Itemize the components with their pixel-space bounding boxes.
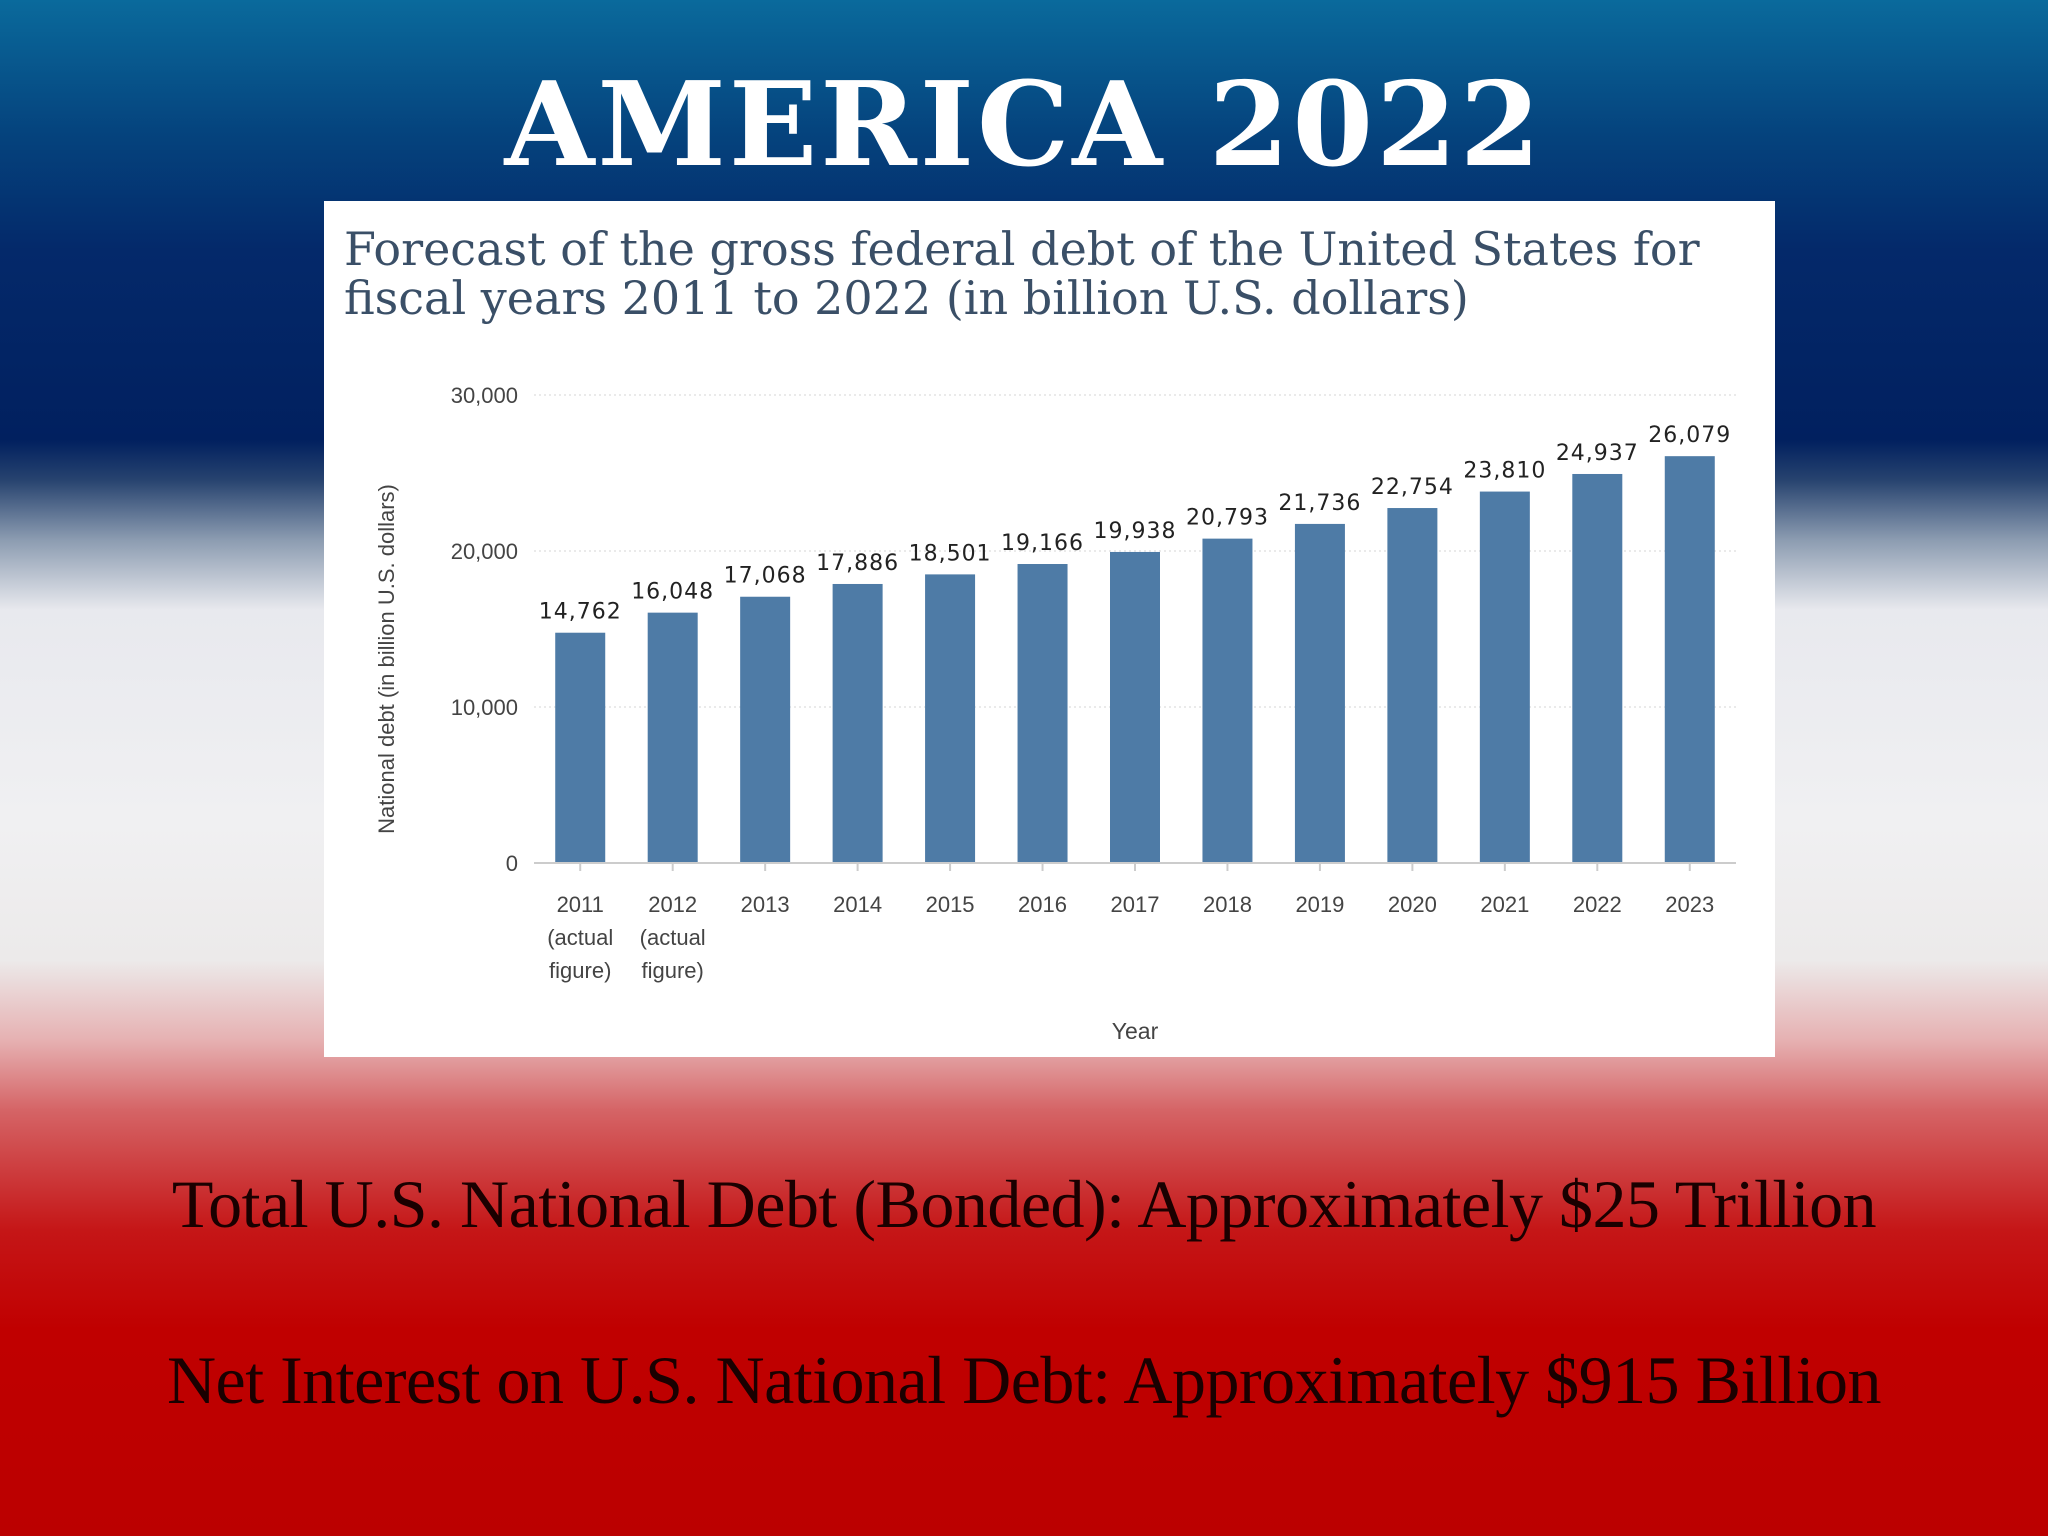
- value-label: 16,048: [631, 580, 714, 605]
- net-interest-summary: Net Interest on U.S. National Debt: Appr…: [166, 1342, 1882, 1418]
- chart-panel: Forecast of the gross federal debt of th…: [324, 201, 1775, 1057]
- bar-2017: [1110, 551, 1160, 863]
- bar-2022: [1572, 473, 1623, 863]
- value-label: 17,886: [816, 551, 899, 576]
- value-label: 24,937: [1556, 441, 1639, 466]
- x-tick-label: 2012 (actual figure): [640, 892, 706, 983]
- bar-2015: [925, 574, 976, 863]
- total-debt-summary: Total U.S. National Debt (Bonded): Appro…: [171, 1166, 1877, 1242]
- bar-2012: [647, 612, 698, 863]
- value-label: 22,754: [1371, 475, 1454, 500]
- x-tick-label: 2016: [1018, 892, 1067, 917]
- value-label: 17,068: [724, 564, 807, 589]
- value-label: 18,501: [909, 541, 992, 566]
- y-tick-label: 20,000: [451, 539, 518, 564]
- bar-2023: [1664, 456, 1715, 863]
- chart-title: Forecast of the gross federal debt of th…: [344, 222, 1700, 325]
- x-tick-label: 2020: [1388, 892, 1437, 917]
- x-axis-title: Year: [1112, 1018, 1159, 1044]
- x-tick-label: 2019: [1295, 892, 1344, 917]
- y-tick-label: 0: [506, 851, 518, 876]
- bar-2014: [832, 583, 883, 863]
- y-tick-label: 30,000: [451, 383, 518, 408]
- value-label: 20,793: [1186, 506, 1269, 531]
- page-title: AMERICA 2022: [504, 57, 1544, 193]
- bar-2019: [1294, 523, 1345, 863]
- bars: [555, 456, 1715, 863]
- x-tick-label: 2013: [741, 892, 790, 917]
- value-label: 14,762: [539, 600, 622, 625]
- x-tick-label: 2017: [1111, 892, 1160, 917]
- x-tick-label: 2022: [1573, 892, 1622, 917]
- x-tick-label: 2021: [1480, 892, 1529, 917]
- x-tick-label: 2014: [833, 892, 882, 917]
- value-label: 19,166: [1001, 531, 1084, 556]
- y-axis-title: National debt (in billion U.S. dollars): [374, 484, 399, 834]
- bar-2016: [1017, 564, 1068, 863]
- value-label: 26,079: [1648, 423, 1731, 448]
- y-axis-ticks: 0 10,000 20,000 30,000: [451, 383, 518, 876]
- bar-2021: [1479, 491, 1530, 863]
- x-tick-label: 2011 (actual figure): [547, 892, 613, 983]
- x-tick-label: 2015: [926, 892, 975, 917]
- value-label: 21,736: [1278, 491, 1361, 516]
- value-labels: 14,762 16,048 17,068 17,886 18,501 19,166 19,9…: [539, 423, 1731, 625]
- bar-2020: [1387, 508, 1438, 863]
- bar-2013: [740, 596, 791, 863]
- y-tick-label: 10,000: [451, 695, 518, 720]
- x-tick-label: 2018: [1203, 892, 1252, 917]
- debt-bar-chart: 14,762 16,048 17,068 17,886 18,501 19,166 19,9…: [374, 383, 1736, 1044]
- bar-2018: [1202, 538, 1253, 863]
- bar-2011: [555, 632, 606, 863]
- x-tick-label: 2023: [1665, 892, 1714, 917]
- value-label: 19,938: [1094, 519, 1177, 544]
- value-label: 23,810: [1463, 459, 1546, 484]
- x-axis-ticks: 2011 (actual figure) 2012 (actual figure) 2013…: [547, 863, 1714, 983]
